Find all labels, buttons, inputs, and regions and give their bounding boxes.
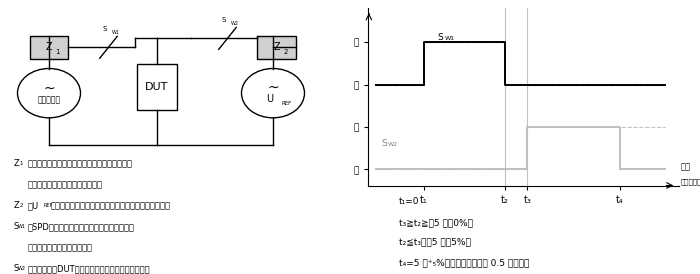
Text: S: S: [222, 17, 226, 23]
Text: ~: ~: [43, 82, 55, 96]
Text: REF: REF: [281, 101, 292, 106]
Text: 前処理電圧: 前処理電圧: [37, 96, 61, 104]
Text: Z: Z: [14, 159, 20, 168]
Text: ：SPDに前処理のストレスを印加するための: ：SPDに前処理のストレスを印加するための: [28, 222, 135, 231]
Text: S: S: [14, 264, 20, 273]
Text: W2: W2: [18, 266, 26, 271]
Text: S: S: [103, 26, 107, 32]
Text: W1: W1: [18, 224, 26, 229]
Text: ：前処理したDUTに基準試験電圧を印加するための: ：前処理したDUTに基準試験電圧を印加するための: [28, 264, 150, 273]
Text: W2: W2: [388, 142, 398, 147]
Text: S: S: [14, 222, 20, 231]
Text: の推定短絡回路電流を調整するためのインビーダンス: の推定短絡回路電流を調整するためのインビーダンス: [50, 201, 171, 210]
Text: U: U: [266, 94, 273, 104]
Text: DUT: DUT: [145, 82, 168, 92]
Text: 1: 1: [55, 49, 60, 55]
Bar: [29, 36, 69, 59]
Text: 機械的又は静止形スイッチ: 機械的又は静止形スイッチ: [28, 243, 93, 252]
Text: t₃≧t₂≧（5 秒＋0%）: t₃≧t₂≧（5 秒＋0%）: [399, 218, 472, 227]
Text: Z: Z: [46, 42, 52, 52]
Text: 時間: 時間: [680, 163, 690, 172]
Text: （秒又は分）: （秒又は分）: [680, 179, 700, 185]
Text: t₁=0: t₁=0: [399, 197, 419, 206]
Text: REF: REF: [43, 203, 53, 208]
Text: Z: Z: [273, 42, 280, 52]
Text: ：U: ：U: [28, 201, 39, 210]
Text: S: S: [382, 139, 387, 148]
Text: W1: W1: [444, 36, 455, 41]
Text: t₄=5 分⁺₅%、又は電流遷断後 0.5 秒間以上: t₄=5 分⁺₅%、又は電流遷断後 0.5 秒間以上: [399, 258, 529, 267]
Text: 2: 2: [283, 49, 288, 55]
Text: W2: W2: [231, 21, 239, 26]
Bar: [136, 64, 176, 110]
Text: ~: ~: [267, 81, 279, 95]
Text: S: S: [438, 33, 443, 42]
Text: t₂≦t₃＜（5 秒＋5%）: t₂≦t₃＜（5 秒＋5%）: [399, 237, 470, 246]
Bar: [258, 36, 295, 59]
Text: ：前処理のための発生器の推定短絡回路電流を: ：前処理のための発生器の推定短絡回路電流を: [28, 159, 133, 168]
Text: 調整するためのインビーダンス: 調整するためのインビーダンス: [28, 180, 103, 189]
Text: W1: W1: [112, 30, 120, 35]
Text: 2: 2: [20, 203, 22, 208]
Text: 1: 1: [20, 161, 22, 166]
Text: Z: Z: [14, 201, 20, 210]
